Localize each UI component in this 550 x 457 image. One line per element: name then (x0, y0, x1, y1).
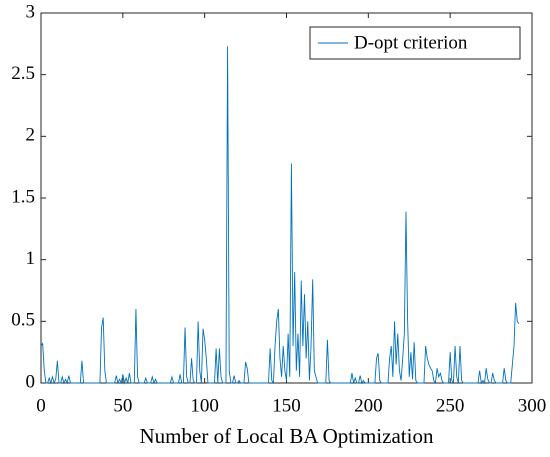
plot-frame (40, 12, 533, 384)
data-line (40, 46, 520, 385)
x-tick-label: 50 (113, 395, 132, 416)
x-tick-label: 300 (518, 395, 547, 416)
legend-label: D-opt criterion (354, 32, 468, 53)
y-tick-label: 1 (26, 248, 36, 269)
x-tick-label: 200 (354, 395, 383, 416)
x-tick-label: 100 (190, 395, 219, 416)
x-tick-label: 250 (436, 395, 465, 416)
x-tick-label: 0 (36, 395, 46, 416)
y-tick-label: 3 (26, 1, 36, 22)
y-tick-label: 1.5 (11, 186, 35, 207)
x-axis-label: Number of Local BA Optimization (140, 424, 434, 448)
y-tick-label: 0.5 (11, 310, 35, 331)
y-tick-label: 0 (26, 371, 36, 392)
x-tick-label: 150 (272, 395, 301, 416)
y-tick-label: 2.5 (11, 63, 35, 84)
y-tick-label: 2 (26, 125, 36, 146)
